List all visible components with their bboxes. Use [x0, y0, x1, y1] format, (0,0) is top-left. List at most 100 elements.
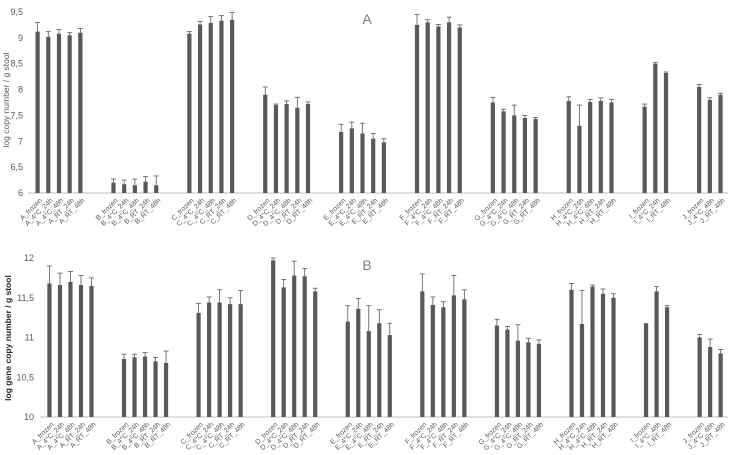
bar — [697, 337, 702, 417]
bar — [295, 107, 300, 193]
bar — [284, 104, 289, 193]
bar — [68, 281, 73, 417]
bar — [590, 286, 595, 417]
panel-b: 10 10,5 11 11,5 12 log gene copy number / g s… — [3, 253, 728, 452]
bar — [302, 276, 307, 417]
bar — [414, 24, 420, 193]
bar — [494, 325, 500, 417]
bar — [111, 182, 116, 193]
bar — [451, 295, 456, 417]
bar — [441, 307, 446, 417]
y-tick-label: 9 — [18, 33, 23, 43]
bar — [533, 119, 538, 193]
bar — [579, 323, 585, 417]
bar — [356, 308, 361, 417]
bar — [598, 100, 603, 193]
y-tick-label: 10,5 — [16, 372, 34, 382]
bar — [273, 105, 279, 193]
bar — [228, 304, 233, 417]
bar — [281, 287, 286, 417]
y-tick-label: 8,5 — [10, 59, 23, 69]
y-tick-label: 7 — [18, 136, 23, 146]
bar — [121, 358, 127, 417]
bar — [35, 31, 40, 193]
bar — [132, 357, 137, 417]
bar — [208, 22, 213, 193]
bar — [457, 27, 462, 194]
bar — [46, 36, 51, 193]
bar — [425, 22, 430, 193]
bar — [57, 285, 63, 417]
bar — [122, 184, 127, 193]
bar — [569, 289, 574, 417]
panel-a: 6 6,5 7 7,5 8 8,5 9 9,5 log copy number / g stoo… — [1, 7, 728, 228]
bar — [305, 104, 311, 193]
bar — [436, 26, 441, 194]
bar — [67, 35, 72, 194]
bar — [313, 291, 318, 417]
bar — [600, 293, 606, 417]
bar — [653, 63, 658, 193]
bar — [536, 343, 542, 417]
bar — [360, 133, 365, 193]
bar — [371, 138, 376, 193]
bar — [230, 19, 235, 194]
bar — [387, 335, 392, 417]
bar — [708, 347, 713, 417]
bar — [154, 185, 159, 193]
bar — [197, 24, 203, 194]
bar — [515, 340, 521, 417]
bar — [207, 302, 212, 417]
bar — [446, 22, 452, 193]
y-tick-label: 9,5 — [10, 7, 23, 17]
bar — [577, 125, 582, 193]
bar — [420, 291, 425, 417]
bar — [643, 323, 649, 417]
y-tick-label: 11 — [25, 333, 34, 343]
bar — [132, 185, 137, 193]
y-tick-label: 6,5 — [10, 162, 23, 172]
bar — [718, 353, 723, 417]
bar — [78, 32, 83, 193]
bar — [366, 331, 371, 417]
y-tick-label: 8 — [18, 85, 23, 95]
bar — [163, 362, 169, 417]
bar — [663, 73, 669, 193]
bar — [588, 101, 593, 193]
bar — [238, 304, 243, 417]
bar — [462, 299, 467, 417]
bar — [566, 100, 571, 193]
bar — [271, 260, 276, 417]
bar — [381, 142, 386, 193]
bar — [522, 118, 528, 193]
bar — [219, 20, 224, 193]
panel-label: B — [362, 257, 371, 273]
bar — [526, 342, 531, 417]
bar — [78, 285, 84, 417]
bar — [718, 94, 723, 193]
bar — [501, 111, 506, 193]
y-tick-label: 10 — [24, 412, 34, 422]
y-axis-title: log gene copy number / g stool — [3, 275, 13, 401]
bar — [345, 321, 350, 417]
bar — [349, 128, 354, 193]
y-tick-label: 12 — [24, 253, 34, 263]
bar — [430, 304, 435, 417]
bar — [697, 86, 702, 193]
bar — [187, 33, 192, 193]
bar — [512, 115, 517, 193]
bar — [196, 312, 201, 417]
bar — [292, 275, 297, 417]
bar — [263, 94, 268, 193]
bar — [654, 291, 659, 417]
y-tick-label: 6 — [18, 188, 23, 198]
panel-label: A — [362, 11, 372, 27]
bar — [153, 361, 158, 417]
bar — [377, 323, 382, 417]
y-tick-label: 7,5 — [10, 110, 23, 120]
bar — [609, 102, 614, 193]
bar — [89, 285, 94, 417]
bar — [142, 356, 148, 417]
bar — [505, 329, 510, 417]
bar — [490, 102, 495, 193]
